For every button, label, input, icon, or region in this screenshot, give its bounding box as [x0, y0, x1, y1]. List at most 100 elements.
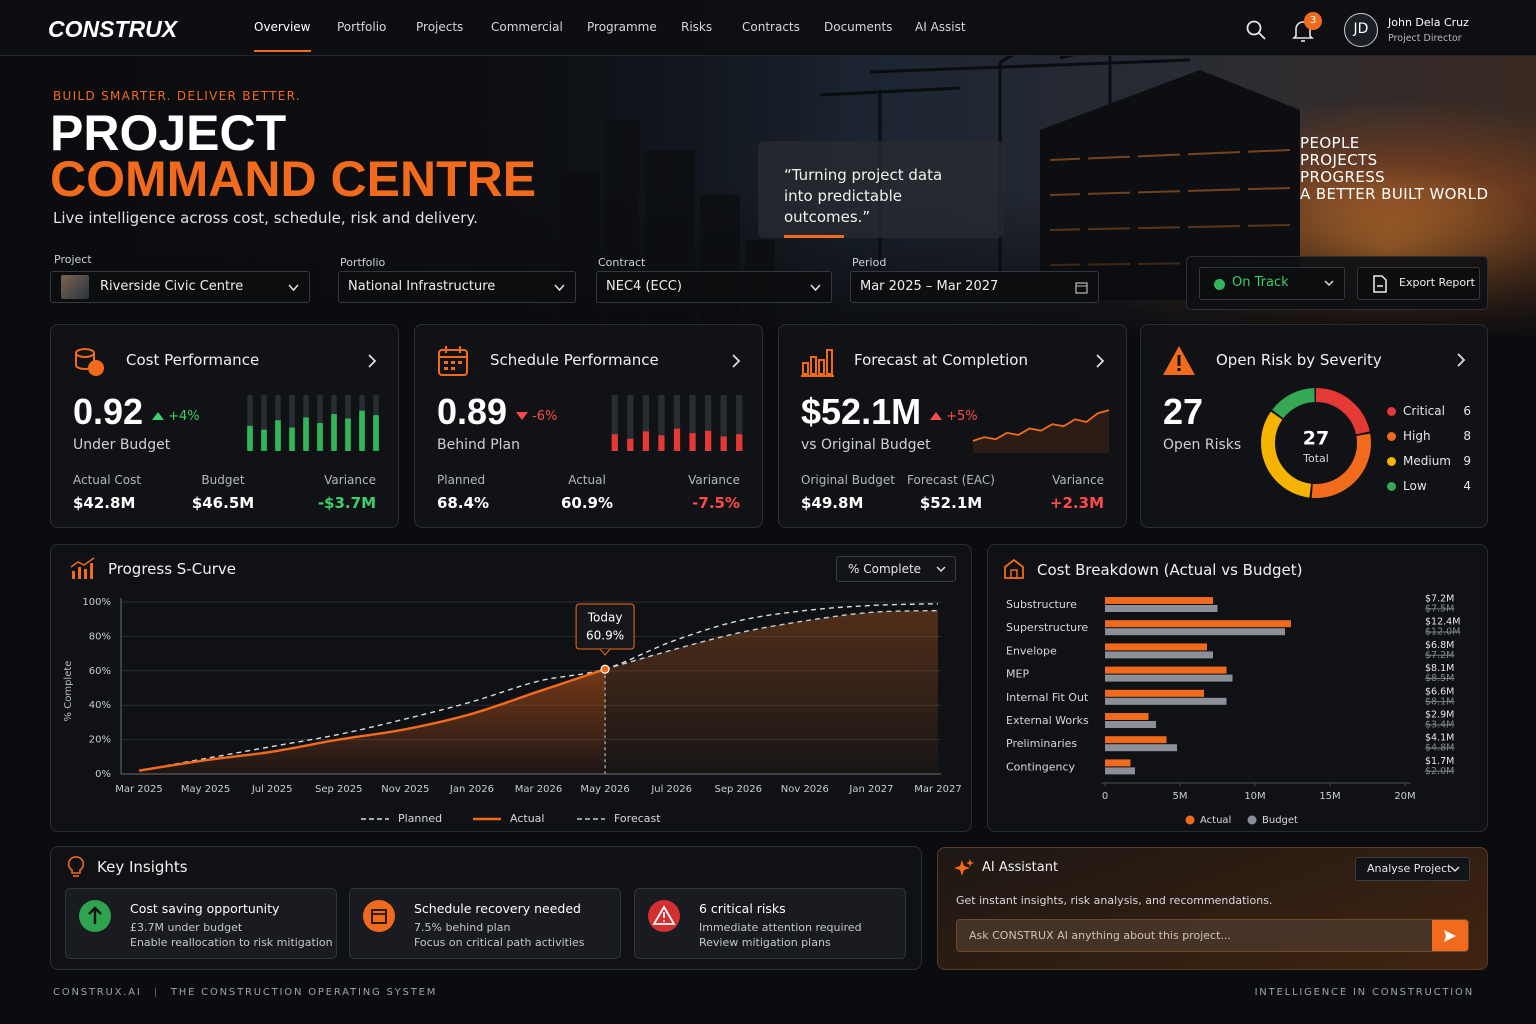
kpi-row: 27: [1163, 391, 1203, 433]
notification-badge[interactable]: 3: [1304, 12, 1322, 30]
bar-value-label: $6.6M: [1425, 686, 1454, 697]
stat-label: Variance: [688, 473, 740, 487]
line-shape: [1258, 32, 1266, 40]
ellipse-shape: [75, 348, 95, 358]
filter-dropdown[interactable]: National Infrastructure: [338, 271, 576, 303]
export-button[interactable]: Export Report: [1357, 267, 1480, 300]
insight-card[interactable]: Cost saving opportunity £3.7M under budge…: [65, 888, 337, 959]
legend-label: Actual: [510, 812, 544, 825]
spark-bar: [642, 431, 649, 451]
category-label: Internal Fit Out: [1006, 691, 1089, 704]
calendar-icon: [1075, 281, 1088, 298]
quote-underline: [784, 235, 844, 238]
nav-item[interactable]: Contracts: [742, 20, 800, 34]
card-chevron[interactable]: [1094, 353, 1106, 368]
polyline-shape: [1450, 866, 1460, 873]
series-line: [604, 609, 939, 670]
legend-value: 8: [1463, 429, 1471, 443]
card-title: Schedule Performance: [490, 351, 659, 369]
assistant-input[interactable]: Ask CONSTRUX AI anything about this proj…: [956, 919, 1469, 952]
card-chevron[interactable]: [1455, 353, 1467, 367]
caret: [1450, 866, 1460, 873]
kpi-change: +4%: [152, 409, 200, 424]
nav-item[interactable]: Commercial: [491, 20, 563, 34]
card-chevron[interactable]: [366, 353, 378, 368]
filter-dropdown[interactable]: NEC4 (ECC): [596, 271, 832, 303]
slogan-line: PROJECTS: [1300, 151, 1378, 169]
bar-value-label: $8.5M: [1425, 673, 1454, 684]
stat-label: Budget: [201, 473, 245, 487]
x-tick-label: Mar 2025: [115, 784, 163, 795]
nav-item[interactable]: AI Assist: [915, 20, 966, 34]
spark-bar: [359, 410, 365, 451]
rect-shape: [1010, 569, 1018, 579]
kpi-card: Cost Performance 0.92 +4% Under Budget Actua…: [50, 324, 399, 528]
stat-label: Original Budget: [801, 473, 895, 487]
y-tick-label: 0%: [95, 769, 111, 780]
rect-shape: [90, 563, 93, 579]
y-axis-label: % Complete: [63, 661, 74, 722]
x-tick-label: May 2026: [580, 784, 629, 795]
tooltip-value: 60.9%: [586, 629, 624, 643]
filter-dropdown[interactable]: Riverside Civic Centre: [50, 271, 310, 303]
nav-item[interactable]: Documents: [824, 20, 893, 34]
hero-subtitle: Live intelligence across cost, schedule,…: [53, 209, 478, 227]
nav-item[interactable]: Risks: [681, 20, 713, 34]
bar: [1105, 697, 1227, 705]
bar: [1105, 674, 1233, 682]
x-tick-label: Mar 2027: [914, 784, 962, 795]
tagline: BUILD SMARTER. DELIVER BETTER.: [53, 89, 301, 103]
path-shape: [1373, 275, 1387, 293]
metric-dropdown[interactable]: % Complete: [836, 556, 956, 582]
bar-value-label: $4.8M: [1425, 743, 1454, 754]
svg-shape: [288, 284, 299, 292]
insight-card[interactable]: Schedule recovery needed 7.5% behind plan…: [349, 888, 621, 959]
footer-divider: |: [153, 987, 159, 998]
insight-title: 6 critical risks: [699, 901, 786, 916]
bar-value-label: $1.7M: [1425, 756, 1454, 767]
brand-logo[interactable]: CONSTRUX: [48, 16, 178, 42]
legend-label: High: [1403, 429, 1431, 443]
nav-item[interactable]: Programme: [587, 20, 657, 34]
nav-item[interactable]: Portfolio: [337, 20, 387, 34]
card-title: Open Risk by Severity: [1216, 351, 1382, 369]
slogan-line: PEOPLE: [1300, 134, 1360, 152]
export-text: Export Report: [1399, 276, 1475, 289]
bar-value-label: $7.2M: [1425, 650, 1454, 661]
insight-card[interactable]: 6 critical risks Immediate attention requ…: [634, 888, 906, 959]
card-chevron[interactable]: [730, 353, 742, 368]
status-text: On Track: [1232, 275, 1289, 290]
x-tick-label: Sep 2025: [315, 784, 362, 795]
rect-shape: [371, 909, 387, 924]
insight-icon: [79, 900, 111, 932]
scurve-chart: 0% 20% 40% 60% 80% 100% % Complete Mar 2025 May …: [63, 597, 962, 825]
assistant-dropdown[interactable]: Analyse Project: [1355, 857, 1470, 881]
spark-bar: [317, 423, 323, 451]
spark-bar: [345, 418, 351, 451]
stat-label: Forecast (EAC): [907, 473, 995, 487]
spark-track: [627, 395, 634, 451]
legend-label: Low: [1403, 479, 1427, 493]
panel-title: Cost Breakdown (Actual vs Budget): [1037, 561, 1303, 579]
avatar[interactable]: JD: [1344, 13, 1378, 47]
nav-item[interactable]: Overview: [254, 20, 311, 52]
search-icon[interactable]: [1246, 20, 1266, 40]
nav-item[interactable]: Projects: [416, 20, 464, 34]
filter-label: Period: [852, 256, 887, 269]
legend-label: Medium: [1403, 454, 1451, 468]
filter-dropdown[interactable]: Mar 2025 – Mar 2027: [850, 271, 1099, 303]
send-button[interactable]: [1432, 920, 1468, 951]
polyline-shape: [732, 354, 741, 368]
caret: [288, 281, 299, 296]
filter-label: Contract: [598, 256, 646, 269]
spark-bar: [673, 428, 681, 451]
bar-value-label: $2.0M: [1425, 766, 1454, 777]
kpi-row: $52.1M +5%: [801, 391, 978, 433]
bar: [1105, 597, 1213, 604]
assistant-description: Get instant insights, risk analysis, and…: [956, 894, 1273, 907]
status-dropdown[interactable]: On Track: [1199, 267, 1345, 300]
spark-bar: [705, 430, 712, 451]
change-text: +4%: [168, 408, 200, 424]
category-label: Substructure: [1006, 598, 1077, 611]
kpi-card: Schedule Performance 0.89 -6% Behind Plan Pl…: [414, 324, 763, 528]
